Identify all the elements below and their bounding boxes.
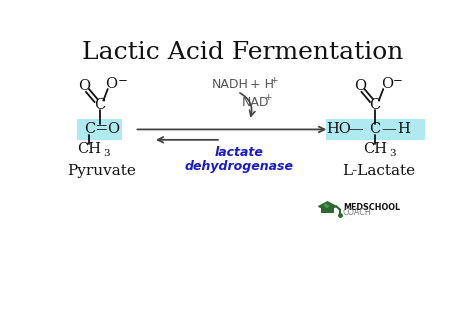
Text: COACH: COACH: [343, 208, 372, 217]
Text: O: O: [381, 77, 393, 91]
Polygon shape: [321, 207, 334, 213]
Text: =: =: [95, 121, 108, 138]
Text: 3: 3: [389, 149, 395, 158]
Text: —: —: [349, 123, 364, 136]
Text: −: −: [393, 73, 403, 86]
Text: MEDSCHOOL: MEDSCHOOL: [343, 203, 400, 212]
Text: —: —: [382, 123, 396, 136]
Text: HO: HO: [327, 123, 352, 136]
Text: NAD: NAD: [242, 96, 270, 109]
Text: +: +: [270, 76, 278, 85]
Text: 3: 3: [103, 149, 109, 158]
Text: lactate: lactate: [215, 146, 264, 159]
FancyBboxPatch shape: [326, 119, 425, 140]
Text: O: O: [105, 77, 118, 91]
Text: −: −: [118, 73, 128, 86]
Text: O: O: [354, 79, 366, 93]
Text: O: O: [108, 123, 119, 136]
Polygon shape: [324, 203, 329, 208]
Text: Pyruvate: Pyruvate: [67, 163, 136, 178]
Polygon shape: [319, 202, 336, 210]
Text: dehydrogenase: dehydrogenase: [185, 160, 294, 173]
Text: O: O: [78, 79, 90, 93]
Text: C: C: [370, 123, 381, 136]
Text: CH: CH: [77, 142, 101, 157]
Text: H: H: [398, 123, 410, 136]
Text: Lactic Acid Fermentation: Lactic Acid Fermentation: [82, 41, 404, 64]
Text: + H: + H: [250, 78, 274, 91]
FancyBboxPatch shape: [77, 119, 122, 140]
Text: C: C: [84, 123, 95, 136]
Text: NADH: NADH: [211, 78, 248, 91]
Text: CH: CH: [363, 142, 387, 157]
Text: +: +: [264, 93, 272, 102]
Text: C: C: [370, 98, 381, 112]
Text: L-Lactate: L-Lactate: [342, 163, 415, 178]
Text: C: C: [94, 98, 105, 112]
